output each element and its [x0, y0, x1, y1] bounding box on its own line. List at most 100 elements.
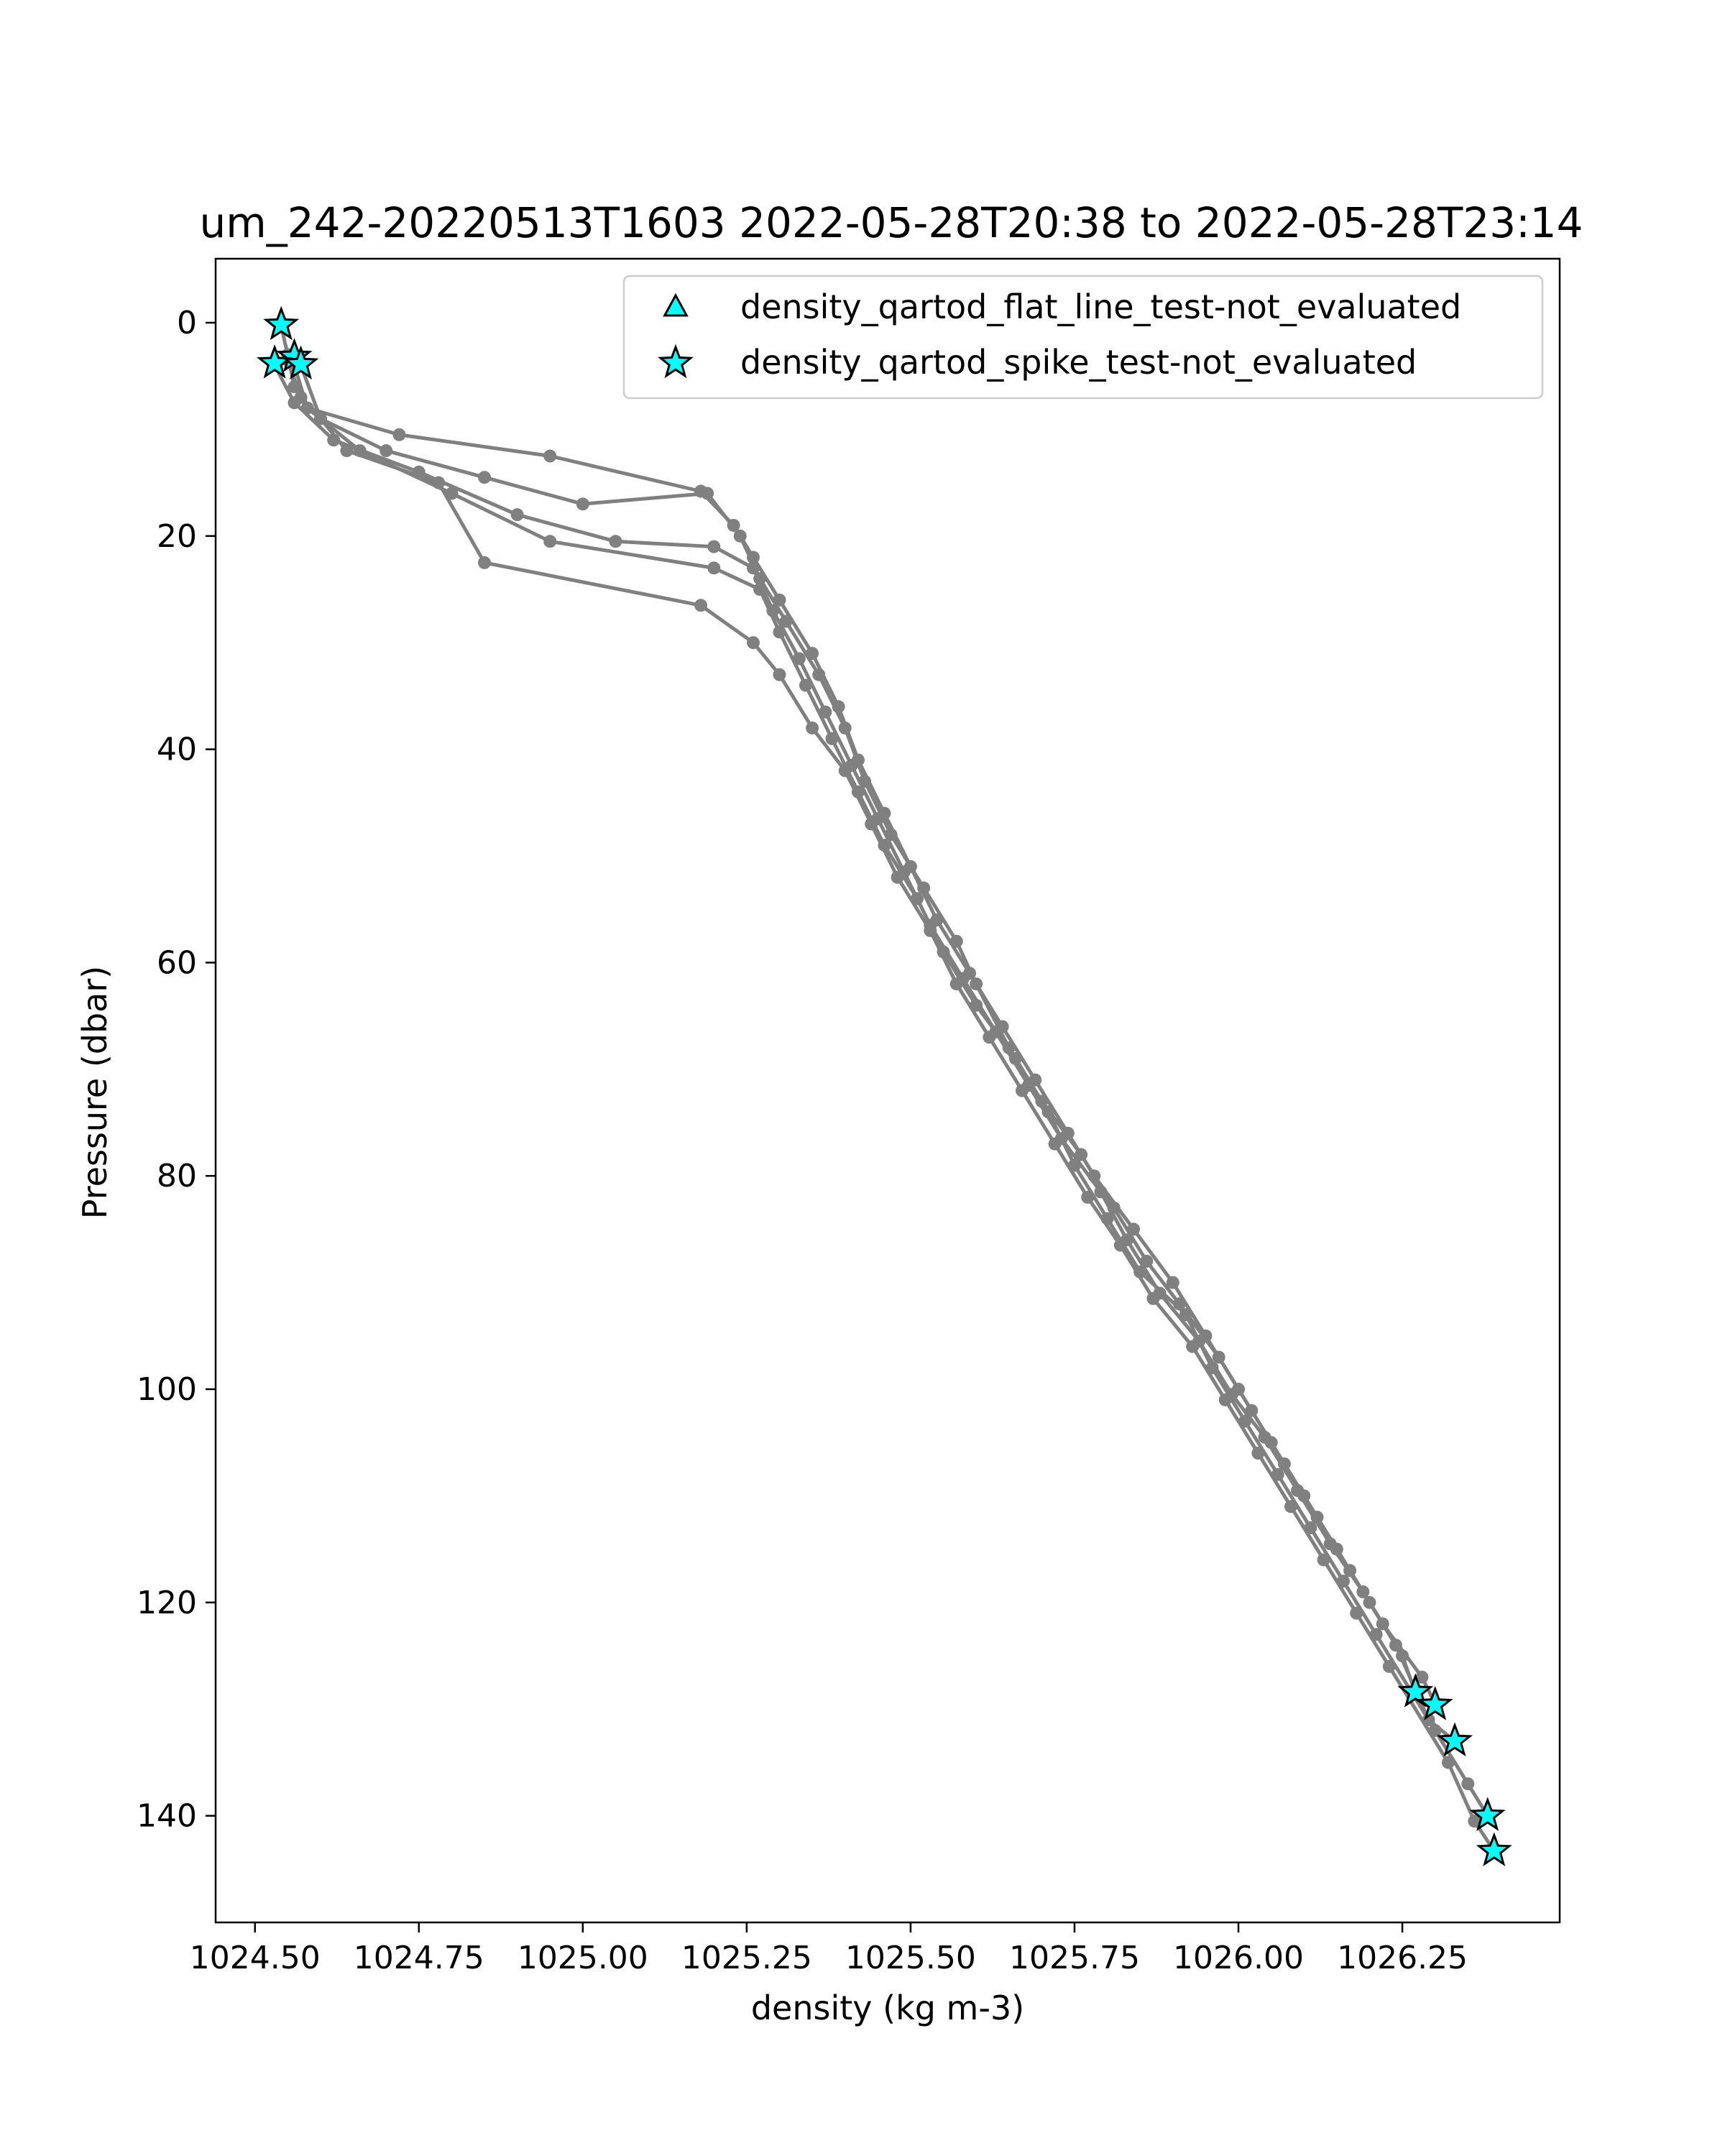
profile-point: [510, 508, 524, 522]
profile-point: [701, 487, 714, 500]
profile-point: [1258, 1430, 1271, 1444]
profile-point: [1291, 1483, 1305, 1497]
profile-point: [1415, 1670, 1429, 1684]
profile-point: [1317, 1553, 1330, 1567]
profile-point: [478, 471, 491, 484]
legend-star-marker: [658, 344, 694, 379]
profile-point: [1218, 1393, 1232, 1406]
profile-point: [1323, 1537, 1337, 1551]
profile-point: [1094, 1185, 1108, 1199]
spike-flag-point: [1437, 1722, 1473, 1756]
profile-point: [1016, 1084, 1029, 1097]
y-tick-label: 0: [177, 305, 197, 341]
profile-point: [313, 412, 327, 425]
spike-flag-point: [1476, 1832, 1512, 1866]
profile-point: [983, 1031, 996, 1044]
y-tick-label: 120: [137, 1585, 197, 1621]
profile-point: [1441, 1756, 1455, 1769]
x-tick-label: 1024.50: [190, 1940, 321, 1976]
profile-point: [1179, 1308, 1193, 1322]
spike-flag-point: [1397, 1673, 1434, 1708]
profile-point: [543, 449, 557, 463]
profile-point: [865, 817, 878, 831]
legend-triangle-marker: [663, 292, 689, 317]
profile-point: [1350, 1606, 1363, 1620]
profile-point: [773, 668, 786, 681]
profile-point: [733, 529, 747, 543]
profile-point: [1008, 1051, 1022, 1065]
profile-point: [838, 721, 852, 734]
spike-flag-point: [282, 345, 319, 380]
spike-flag-point: [263, 305, 300, 341]
profile-point: [392, 428, 406, 441]
profile-point: [949, 934, 963, 948]
legend-label-spike-test: density_qartod_spike_test-not_evaluated: [740, 343, 1417, 382]
profile-point: [1113, 1238, 1127, 1252]
profile-point: [694, 599, 708, 612]
y-tick-label: 100: [137, 1371, 197, 1408]
profile-point: [1382, 1659, 1396, 1673]
profile-point: [747, 636, 760, 650]
profile-point: [806, 721, 819, 734]
axes-frame: [214, 257, 1561, 1924]
x-axis-label: density (kg m-3): [751, 1989, 1024, 2027]
legend: density_qartod_flat_line_test-not_evalua…: [622, 275, 1544, 400]
profile-point: [924, 923, 937, 937]
profile-line: [293, 364, 1489, 1817]
spike-flag-point: [1417, 1686, 1453, 1720]
profile-point: [1081, 1190, 1095, 1204]
profile-point: [812, 668, 826, 681]
x-tick-label: 1025.25: [681, 1940, 812, 1976]
profile-point: [1461, 1777, 1475, 1791]
profile-point: [707, 561, 721, 575]
profile-point: [753, 583, 767, 596]
profile-point: [838, 764, 852, 778]
legend-label-flat-line-test: density_qartod_flat_line_test-not_evalua…: [740, 287, 1461, 326]
profile-point: [1075, 1148, 1088, 1161]
y-tick-label: 140: [137, 1798, 197, 1835]
profile-point: [799, 678, 812, 692]
profile-point: [432, 476, 446, 489]
profile-point: [1041, 1105, 1055, 1119]
profile-point: [970, 977, 983, 991]
x-tick-label: 1025.75: [1009, 1940, 1140, 1976]
profile-point: [773, 625, 786, 639]
y-axis-label: Pressure (dbar): [75, 966, 114, 1219]
profile-point: [300, 401, 314, 415]
y-tick-label: 20: [157, 518, 197, 555]
profile-point: [917, 881, 931, 895]
profile-point: [609, 535, 622, 548]
y-axis-ticks: 0 20 40 60 80 100 120 140: [137, 305, 216, 1835]
profile-point: [1284, 1500, 1297, 1514]
profile-point: [1468, 1815, 1481, 1828]
profile-point: [779, 614, 793, 628]
profile-point: [1166, 1276, 1179, 1289]
profile-line: [299, 364, 1496, 1852]
profile-point: [1356, 1585, 1370, 1598]
y-tick-label: 40: [157, 732, 197, 768]
legend-triangle-icon: [663, 292, 689, 317]
x-axis-ticks: 1024.50 1024.75 1025.00 1025.25 1025.50 1025.…: [190, 1922, 1468, 1976]
x-tick-label: 1025.50: [845, 1940, 976, 1976]
profile-point: [747, 561, 760, 575]
profile-point: [891, 870, 904, 884]
x-tick-label: 1024.75: [354, 1940, 484, 1976]
spike-flag-point: [1469, 1797, 1506, 1831]
y-tick-label: 60: [157, 944, 197, 981]
profile-point: [1146, 1291, 1160, 1305]
spike-flag-point: [257, 344, 293, 379]
legend-frame: [622, 275, 1544, 400]
profile-point: [707, 540, 721, 553]
profile-point: [478, 556, 491, 569]
x-tick-label: 1025.00: [518, 1940, 648, 1976]
plot-area: [257, 305, 1512, 1866]
y-tick-label: 80: [157, 1158, 197, 1194]
profile-point: [340, 444, 354, 458]
profile-point: [1251, 1447, 1265, 1460]
profile-point: [288, 396, 301, 410]
profile-point: [1186, 1340, 1200, 1353]
profile-5: [294, 359, 1501, 1858]
profile-point: [1048, 1137, 1062, 1151]
legend-star-icon: [658, 344, 694, 379]
